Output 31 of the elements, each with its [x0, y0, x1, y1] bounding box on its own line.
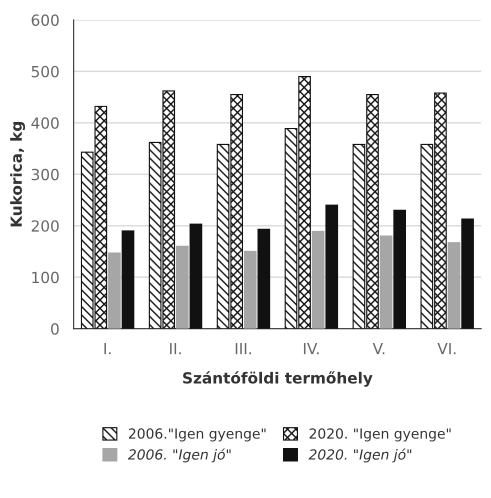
bar [244, 250, 257, 329]
legend-label: 2020. "Igen jó" [308, 448, 412, 462]
bar [122, 230, 134, 329]
x-tick-label: V. [372, 343, 384, 354]
x-tick-label: II. [170, 343, 181, 354]
x-tick-label: III. [236, 343, 251, 354]
bar [258, 228, 270, 329]
x-tick-label: VI. [437, 343, 456, 354]
bar [380, 235, 392, 329]
y-tick-label: 100 [32, 272, 59, 284]
x-tick-label: IV. [304, 343, 319, 354]
y-tick-label: 500 [32, 66, 59, 78]
bar [176, 246, 189, 329]
y-tick-label: 600 [32, 14, 59, 26]
legend-label: 2020. "Igen gyenge" [310, 428, 451, 442]
bar [448, 242, 460, 329]
legend-label: 2006. "Igen jó" [128, 448, 231, 462]
y-tick-label: 0 [51, 323, 59, 335]
y-tick-label: 200 [32, 220, 59, 232]
y-tick-label: 300 [32, 168, 59, 180]
x-tick-label: I. [104, 343, 111, 354]
y-tick-label: 400 [31, 117, 59, 129]
bar [393, 210, 406, 329]
y-axis-title: Kukorica, kg [10, 122, 26, 226]
bar [190, 224, 202, 329]
bar [312, 230, 324, 329]
x-axis-title: Szántóföldi termőhely [183, 371, 373, 387]
legend-label: 2006."Igen gyenge" [128, 428, 266, 442]
bar [108, 252, 121, 329]
bar [461, 218, 474, 329]
bar [325, 204, 338, 329]
